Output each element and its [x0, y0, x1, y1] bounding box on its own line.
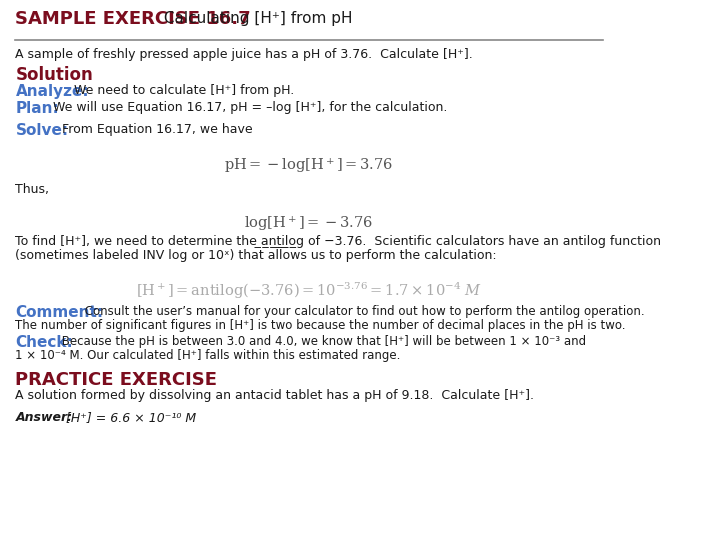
Text: (sometimes labeled INV log or 10ˣ) that allows us to perform the calculation:: (sometimes labeled INV log or 10ˣ) that …	[15, 249, 497, 262]
Text: From Equation 16.17, we have: From Equation 16.17, we have	[58, 123, 253, 136]
Text: Thus,: Thus,	[15, 183, 50, 196]
Text: We need to calculate [H⁺] from pH.: We need to calculate [H⁺] from pH.	[71, 84, 294, 97]
Text: PRACTICE EXERCISE: PRACTICE EXERCISE	[15, 371, 217, 389]
Text: $\log[\mathrm{H^+}] = -3.76$: $\log[\mathrm{H^+}] = -3.76$	[244, 213, 374, 233]
Text: $\mathrm{pH} = -\log[\mathrm{H^+}] = 3.76$: $\mathrm{pH} = -\log[\mathrm{H^+}] = 3.7…	[225, 155, 394, 174]
Text: We will use Equation 16.17, pH = –log [H⁺], for the calculation.: We will use Equation 16.17, pH = –log [H…	[49, 101, 447, 114]
Text: A solution formed by dissolving an antacid tablet has a pH of 9.18.  Calculate [: A solution formed by dissolving an antac…	[15, 389, 534, 402]
Text: Because the pH is between 3.0 and 4.0, we know that [H⁺] will be between 1 × 10⁻: Because the pH is between 3.0 and 4.0, w…	[58, 335, 587, 348]
Text: Calculating [H⁺] from pH: Calculating [H⁺] from pH	[159, 11, 352, 26]
Text: Plan:: Plan:	[15, 101, 59, 116]
Text: [H⁺] = 6.6 × 10⁻¹⁰ ​M: [H⁺] = 6.6 × 10⁻¹⁰ ​M	[62, 411, 196, 424]
Text: Answer:: Answer:	[15, 411, 73, 424]
Text: To find [H⁺], we need to determine the ̲a̲n̲t̲i̲l̲o̲g of −3.76.  Scientific calc: To find [H⁺], we need to determine the ̲…	[15, 235, 662, 248]
Text: 1 × 10⁻⁴ ​M. Our calculated [H⁺] falls within this estimated range.: 1 × 10⁻⁴ ​M. Our calculated [H⁺] falls w…	[15, 349, 401, 362]
Text: Solve:: Solve:	[15, 123, 68, 138]
Text: The number of significant figures in [H⁺] is two because the number of decimal p: The number of significant figures in [H⁺…	[15, 319, 626, 332]
Text: Solution: Solution	[15, 66, 93, 84]
Text: Analyze:: Analyze:	[15, 84, 89, 99]
Text: Check:: Check:	[15, 335, 73, 350]
Text: $[\mathrm{H^+}] = \mathrm{antilog}(-3.76) = 10^{-3.76} = 1.7 \times 10^{-4}\ M$: $[\mathrm{H^+}] = \mathrm{antilog}(-3.76…	[136, 281, 482, 301]
Text: Comment:: Comment:	[15, 305, 104, 320]
Text: Consult the user’s manual for your calculator to find out how to perform the ant: Consult the user’s manual for your calcu…	[81, 305, 644, 318]
Text: A sample of freshly pressed apple juice has a pH of 3.76.  Calculate [H⁺].: A sample of freshly pressed apple juice …	[15, 48, 473, 61]
Text: SAMPLE EXERCISE 16.7: SAMPLE EXERCISE 16.7	[15, 10, 251, 28]
